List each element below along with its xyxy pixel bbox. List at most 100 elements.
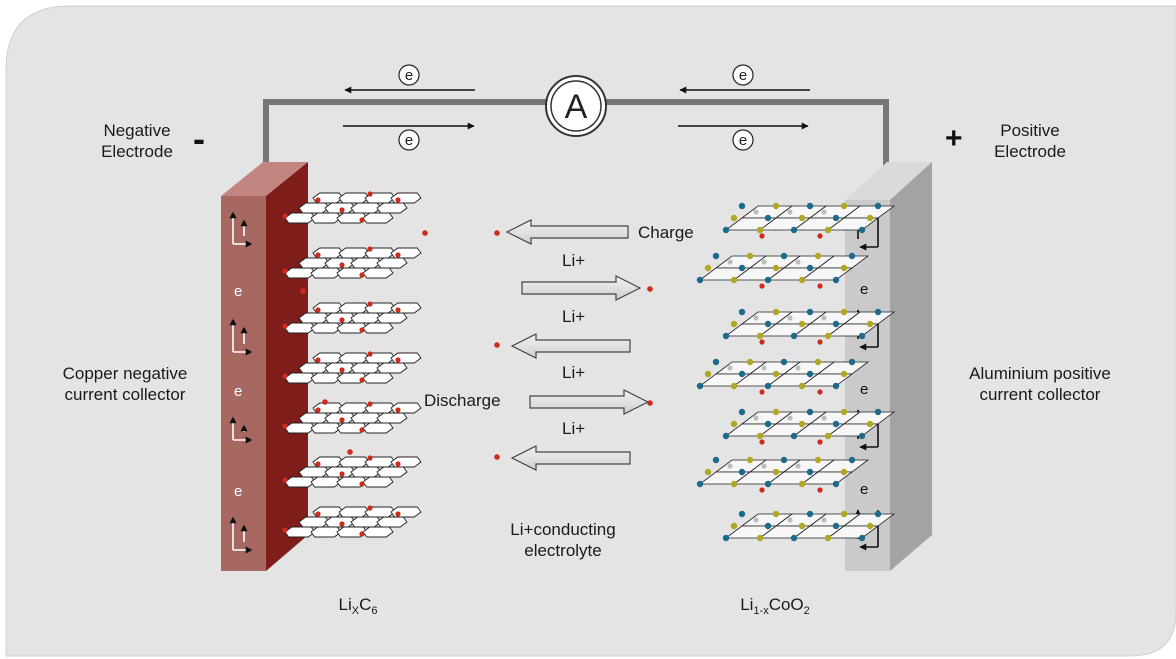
- lattice-atom: [761, 365, 767, 371]
- negative-sign: -: [193, 118, 205, 159]
- lithium-ion-arrow: [529, 389, 650, 415]
- lattice-atom: [730, 480, 738, 488]
- lithium-ion: [339, 262, 345, 268]
- graphite-ring: [376, 412, 408, 424]
- lattice-atom: [738, 264, 746, 272]
- lattice-atom: [772, 408, 780, 416]
- lattice-atom: [795, 463, 801, 469]
- lattice-atom: [756, 534, 764, 542]
- lattice-atom: [832, 214, 840, 222]
- lithium-ion: [322, 399, 328, 405]
- lattice-atom: [730, 522, 738, 530]
- graphite-layer: [282, 301, 422, 334]
- lithium-ion: [367, 246, 373, 252]
- lattice-atom: [730, 420, 738, 428]
- lattice-atom: [738, 408, 746, 416]
- lattice-atom: [840, 370, 848, 378]
- electron-symbol: [732, 64, 754, 86]
- lattice-atom: [832, 480, 840, 488]
- lithium-ion: [282, 323, 288, 329]
- lattice-atom: [795, 259, 801, 265]
- graphite-ring: [362, 422, 394, 434]
- lithium-ion: [367, 351, 373, 357]
- cathode-formula: Li1-xCoO2: [740, 595, 810, 617]
- lattice-atom: [814, 456, 822, 464]
- lithium-ion: [339, 471, 345, 477]
- lithium-ion: [339, 207, 345, 213]
- copper-electron-arrows: e e e: [229, 211, 253, 554]
- lattice-atom: [840, 264, 848, 272]
- lattice-atom: [780, 358, 788, 366]
- lattice-atom: [730, 382, 738, 390]
- graphite-ring: [390, 506, 422, 518]
- lattice-atom: [806, 264, 814, 272]
- lithium-ion-arrow: [510, 333, 631, 359]
- lattice-atom: [787, 315, 793, 321]
- graphite-ring: [390, 192, 422, 204]
- lithium-ion: [395, 307, 401, 313]
- lattice-atom: [730, 214, 738, 222]
- lithium-ion: [315, 511, 321, 517]
- lattice-atom: [730, 320, 738, 328]
- cathode-cell: [800, 267, 854, 281]
- lattice-atom: [806, 468, 814, 476]
- lithium-ion: [315, 197, 321, 203]
- lattice-atom: [787, 517, 793, 523]
- lattice-atom: [806, 408, 814, 416]
- aluminium-current-collector: [845, 162, 932, 571]
- lithium-ion-arrow: [510, 445, 631, 471]
- lattice-atom: [832, 320, 840, 328]
- graphite-ring: [390, 402, 422, 414]
- charge-label: Charge: [638, 223, 694, 242]
- cathode-layer: [722, 202, 896, 239]
- graphite-ring: [376, 257, 408, 269]
- graphite-ring: [362, 267, 394, 279]
- graphite-layer: [282, 505, 422, 538]
- lattice-atom: [790, 534, 798, 542]
- lithium-ion: [339, 317, 345, 323]
- lattice-atom: [848, 252, 856, 260]
- lattice-atom: [848, 358, 856, 366]
- lithium-ion: [395, 511, 401, 517]
- lattice-atom: [753, 415, 759, 421]
- lattice-atom: [764, 420, 772, 428]
- licoo2-cathode-layers: [696, 202, 896, 542]
- lithium-ion: [817, 339, 823, 345]
- lattice-atom: [738, 510, 746, 518]
- lithium-ion: [759, 339, 765, 345]
- lattice-atom: [866, 522, 874, 530]
- lattice-atom: [806, 202, 814, 210]
- graphite-layer: [282, 401, 422, 434]
- lattice-atom: [753, 315, 759, 321]
- graphite-layer: [282, 246, 422, 279]
- lithium-ion: [647, 286, 653, 292]
- lattice-atom: [738, 202, 746, 210]
- lattice-atom: [814, 358, 822, 366]
- graphite-anode-layers: [282, 191, 422, 538]
- lithium-ion: [339, 367, 345, 373]
- graphite-ring: [390, 302, 422, 314]
- lithium-ion: [347, 449, 353, 455]
- graphite-ring: [390, 456, 422, 468]
- lithium-ion: [759, 487, 765, 493]
- lithium-ion: [359, 217, 365, 223]
- graphite-ring: [376, 466, 408, 478]
- lithium-ion: [367, 191, 373, 197]
- cathode-cell: [826, 525, 880, 539]
- lithium-ion: [494, 454, 500, 460]
- lattice-atom: [712, 358, 720, 366]
- electron-label: e: [860, 281, 868, 298]
- lithium-ion: [359, 427, 365, 433]
- lattice-atom: [840, 468, 848, 476]
- lattice-atom: [866, 420, 874, 428]
- graphite-ring: [376, 516, 408, 528]
- lattice-atom: [814, 252, 822, 260]
- lattice-atom: [727, 259, 733, 265]
- lithium-ion: [359, 481, 365, 487]
- lattice-atom: [866, 320, 874, 328]
- cathode-cell: [826, 423, 880, 437]
- lithium-ion: [367, 505, 373, 511]
- lithium-ion: [315, 252, 321, 258]
- copper-collector-label: Copper negative current collector: [62, 364, 188, 404]
- lithium-ion: [359, 272, 365, 278]
